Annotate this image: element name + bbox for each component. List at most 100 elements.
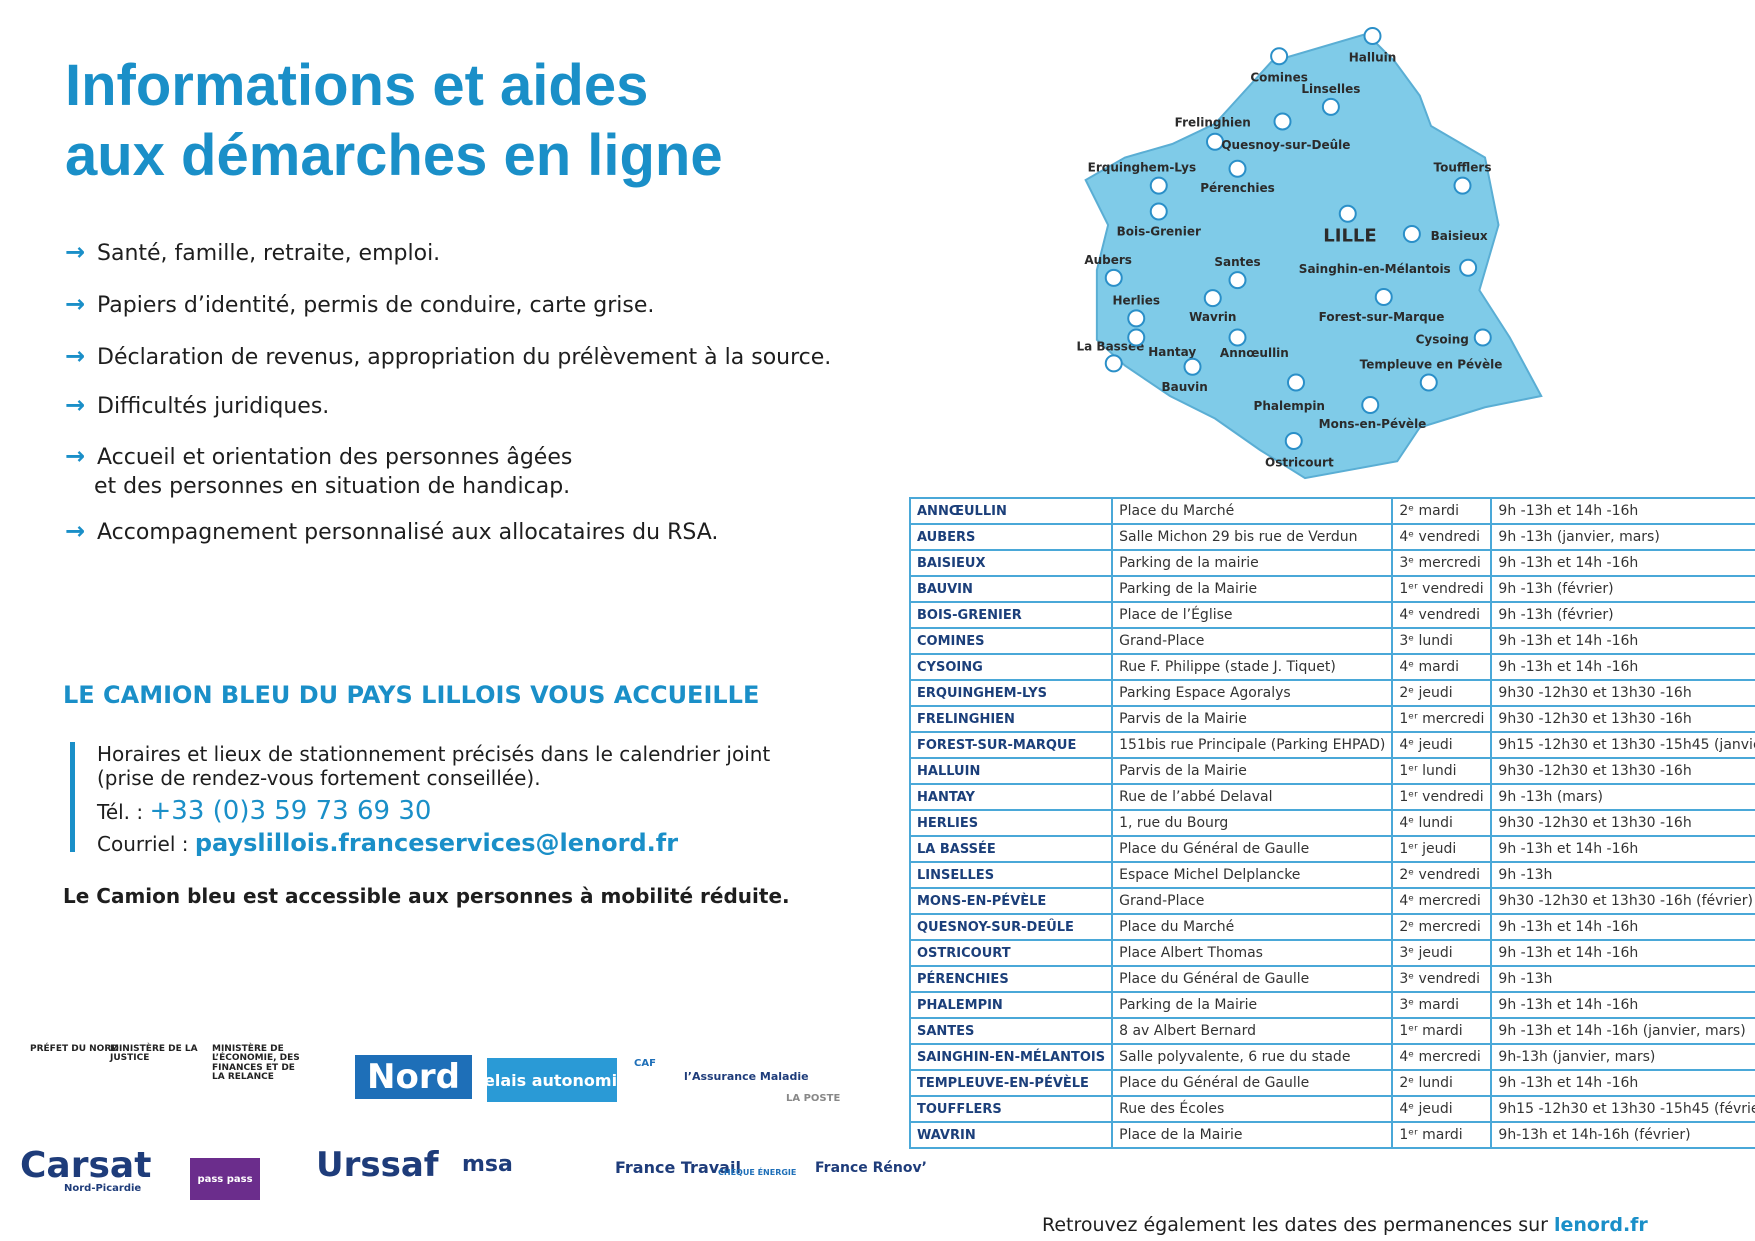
table-cell: TEMPLEUVE-EN-PÉVÈLE	[908, 1069, 1114, 1097]
table-cell: 1ᵉʳ lundi	[1391, 757, 1493, 785]
town-label: Toufflers	[1434, 161, 1492, 175]
table-cell: TOUFFLERS	[908, 1095, 1114, 1123]
bullet-arrow: →	[65, 391, 86, 419]
accent-bar	[70, 742, 75, 852]
table-cell: 9h -13h (mars)	[1490, 783, 1755, 811]
table-cell: 9h -13h et 14h -16h	[1490, 913, 1755, 941]
town-marker	[1284, 432, 1303, 450]
table-cell: 9h -13h et 14h -16h	[1490, 497, 1755, 525]
table-cell: OSTRICOURT	[908, 939, 1114, 967]
table-cell: ERQUINGHEM-LYS	[908, 679, 1114, 707]
table-cell: SANTES	[908, 1017, 1114, 1045]
title: Informations et aides	[65, 53, 649, 118]
bullet-arrow: →	[65, 342, 86, 370]
table-cell: Place du Général de Gaulle	[1111, 965, 1394, 993]
logo: pass pass	[190, 1158, 260, 1200]
table-cell: 1ᵉʳ vendredi	[1391, 575, 1493, 603]
town-marker	[1287, 373, 1305, 392]
table-cell: Place du Général de Gaulle	[1111, 1069, 1394, 1097]
table-cell: Place du Marché	[1111, 913, 1394, 941]
table-row: WAVRIN Place de la Mairie 1ᵉʳ mardi 9h-13h …	[908, 1121, 1755, 1149]
footer: Retrouvez également les dates des perman…	[1042, 1214, 1648, 1236]
logo: MINISTÈRE DE LA JUSTICE	[110, 1044, 198, 1064]
table-cell: 1ᵉʳ vendredi	[1391, 783, 1493, 811]
town-marker	[1104, 354, 1123, 373]
table-cell: 4ᵉ vendredi	[1391, 523, 1493, 551]
footer-text: Retrouvez également les dates des perman…	[1042, 1214, 1548, 1236]
table-cell: ANNŒULLIN	[908, 497, 1114, 525]
schedule-table: ANNŒULLIN Place du Marché 2ᵉ mardi 9h -13h …	[908, 497, 1755, 1149]
table-cell: LA BASSÉE	[908, 835, 1114, 863]
bullet: Déclaration de revenus, appropriation du…	[97, 345, 832, 370]
town-label: Erquinghem-Lys	[1088, 161, 1196, 175]
table-cell: Place du Général de Gaulle	[1111, 835, 1394, 863]
town-marker	[1206, 132, 1224, 151]
table-cell: 9h30 -12h30 et 13h30 -16h (février)	[1490, 887, 1755, 915]
table-cell: 1ᵉʳ jeudi	[1391, 835, 1493, 863]
table-cell: 9h30 -12h30 et 13h30 -16h	[1490, 679, 1755, 707]
table-cell: Salle polyvalente, 6 rue du stade	[1111, 1043, 1394, 1071]
accessibility-note: Le Camion bleu est accessible aux person…	[63, 884, 790, 908]
town-label: Mons-en-Pévèle	[1319, 417, 1427, 431]
town-label: Comines	[1250, 71, 1308, 85]
logo: France Rénov’	[815, 1160, 927, 1176]
logo: CAF	[634, 1058, 656, 1069]
table-cell: 2ᵉ jeudi	[1391, 679, 1493, 707]
table-cell: Parking de la mairie	[1111, 549, 1394, 577]
table-row: MONS-EN-PÉVÈLE Grand-Place 4ᵉ mercredi 9h30…	[908, 887, 1755, 915]
logo: relais autonomie	[476, 1058, 628, 1102]
table-cell: Place de la Mairie	[1111, 1121, 1394, 1149]
table-cell: HALLUIN	[908, 757, 1114, 785]
table-cell: BAUVIN	[908, 575, 1114, 603]
footer-link[interactable]: lenord.fr	[1554, 1214, 1648, 1236]
town-label: Pérenchies	[1200, 181, 1275, 195]
logo: Urssaf	[316, 1145, 439, 1185]
town-label: Linselles	[1301, 82, 1360, 96]
table-cell: AUBERS	[908, 523, 1114, 551]
town-marker	[1453, 176, 1472, 195]
bullet-arrow: →	[65, 290, 86, 318]
bullet-arrow: →	[65, 517, 86, 545]
town-label: Quesnoy-sur-Deûle	[1221, 138, 1350, 152]
table-row: PÉRENCHIES Place du Général de Gaulle 3ᵉ v…	[908, 965, 1755, 993]
table-cell: LINSELLES	[908, 861, 1114, 889]
town-marker	[1183, 357, 1202, 376]
town-marker	[1270, 47, 1289, 66]
table-cell: 151bis rue Principale (Parking EHPAD)	[1111, 731, 1394, 759]
town-marker	[1228, 271, 1247, 290]
table-cell: 2ᵉ mercredi	[1391, 913, 1493, 941]
town-label: Sainghin-en-Mélantois	[1299, 262, 1451, 276]
town-label: Bois-Grenier	[1117, 225, 1201, 239]
table-row: SAINGHIN-EN-MÉLANTOIS Salle polyvalente, …	[908, 1043, 1755, 1071]
table-cell: 9h30 -12h30 et 13h30 -16h	[1490, 757, 1755, 785]
table-cell: FRELINGHIEN	[908, 705, 1114, 733]
bullet: Papiers d’identité, permis de conduire, …	[97, 293, 655, 318]
table-cell: Parvis de la Mairie	[1111, 705, 1394, 733]
bullet: Difficultés juridiques.	[97, 394, 330, 419]
town-label: Santes	[1214, 255, 1260, 269]
town-marker	[1374, 288, 1393, 306]
table-row: HANTAY Rue de l’abbé Delaval 1ᵉʳ vendredi 9…	[908, 783, 1755, 811]
table-cell: 9h-13h (janvier, mars)	[1490, 1043, 1755, 1071]
email[interactable]: payslillois.franceservices@lenord.fr	[194, 829, 679, 857]
table-cell: 9h -13h (janvier, mars)	[1490, 523, 1755, 551]
table-cell: 3ᵉ jeudi	[1391, 939, 1493, 967]
contact: Tél. : +33 (0)3 59 73 69 30	[97, 796, 431, 826]
table-cell: 1ᵉʳ mercredi	[1391, 705, 1493, 733]
logo: CHÈQUE ÉNERGIE	[718, 1168, 797, 1177]
table-row: LA BASSÉE Place du Général de Gaulle 1ᵉʳ j…	[908, 835, 1755, 863]
table-cell: Espace Michel Delplancke	[1111, 861, 1394, 889]
table-cell: BOIS-GRENIER	[908, 601, 1114, 629]
table-cell: 9h15 -12h30 et 13h30 -15h45 (janvier, ma…	[1490, 731, 1755, 759]
table-cell: 3ᵉ vendredi	[1391, 965, 1493, 993]
table-cell: 4ᵉ lundi	[1391, 809, 1493, 837]
section-title: LE CAMION BLEU DU PAYS LILLOIS VOUS ACCU…	[63, 681, 760, 709]
table-cell: Place de l’Église	[1111, 601, 1394, 629]
table-row: ANNŒULLIN Place du Marché 2ᵉ mardi 9h -13h …	[908, 497, 1755, 525]
table-cell: 9h -13h et 14h -16h	[1490, 653, 1755, 681]
town-label: Frelinghien	[1175, 116, 1251, 130]
table-cell: 1ᵉʳ mardi	[1391, 1017, 1493, 1045]
logo: MINISTÈRE DE L’ÉCONOMIE, DES FINANCES ET…	[212, 1044, 300, 1083]
logo: l’Assurance Maladie	[684, 1070, 809, 1083]
